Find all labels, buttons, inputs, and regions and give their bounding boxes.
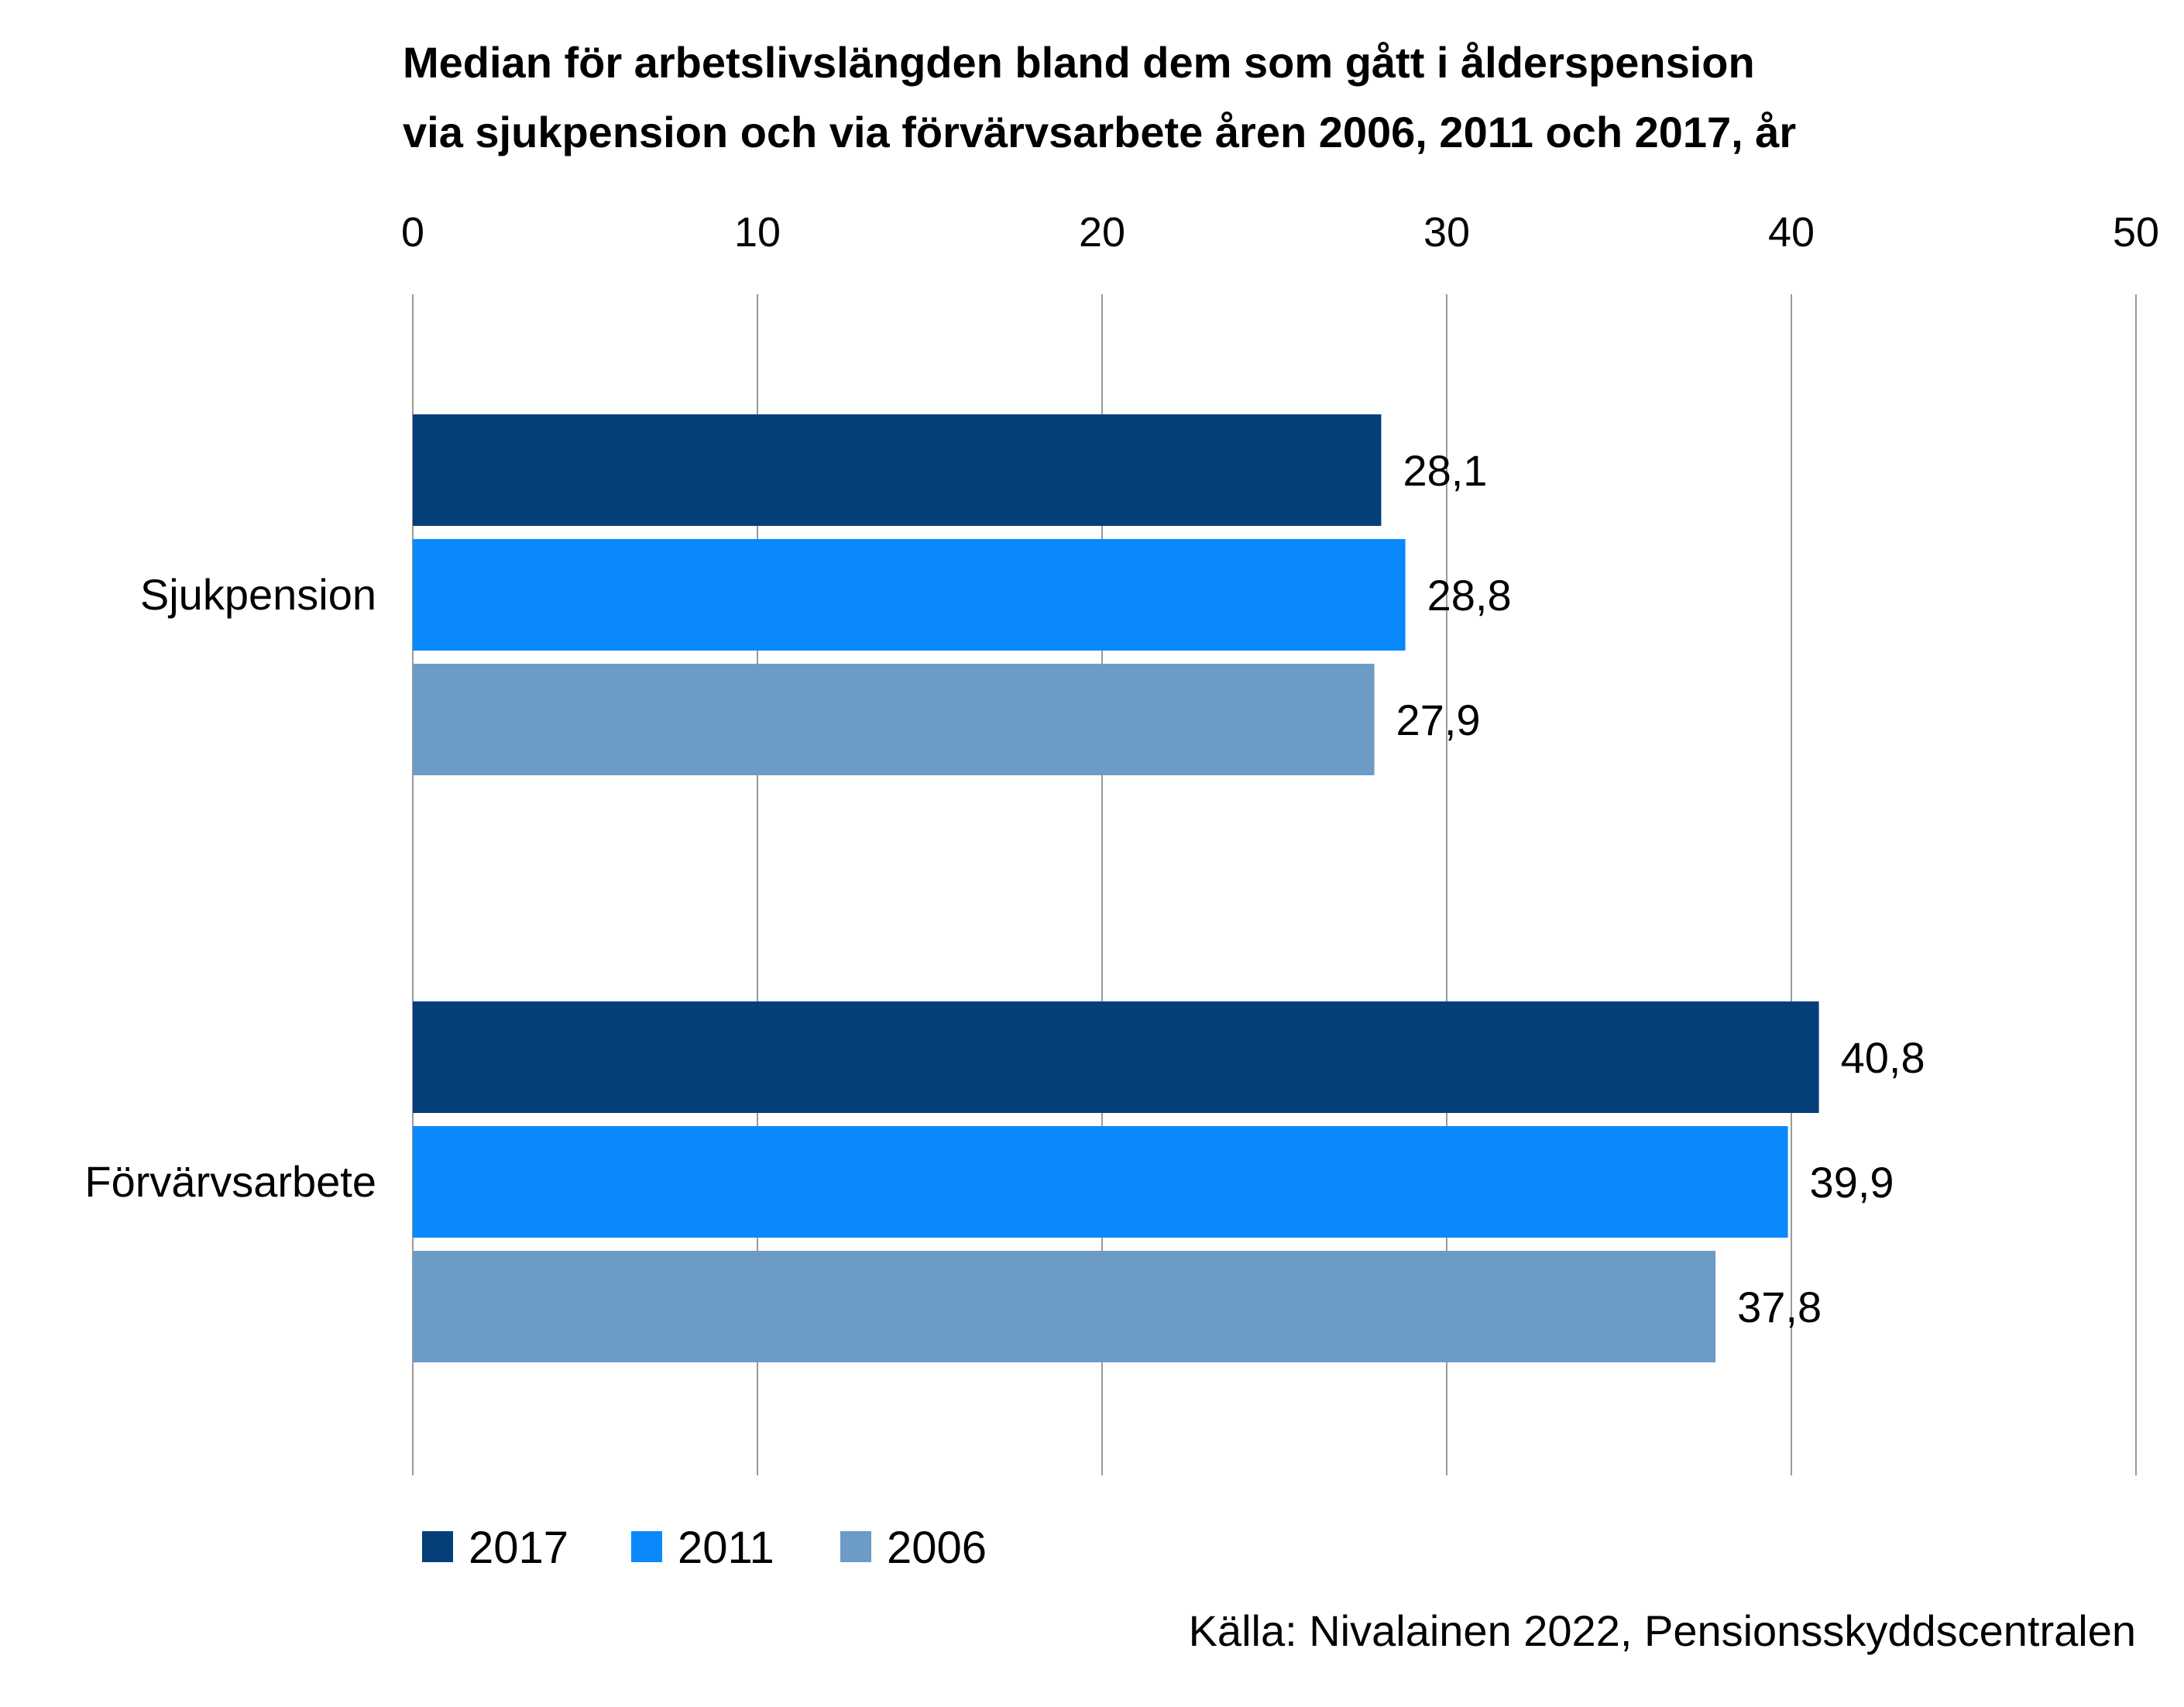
bar-2006-1 [413,1251,1716,1362]
x-axis-tick-labels: 0 10 20 30 40 50 [401,209,2159,256]
data-label-2011-0: 28,8 [1427,571,1512,620]
x-tick-label-20: 20 [1079,209,1125,256]
data-label-2006-1: 37,8 [1737,1283,1822,1331]
x-tick-label-50: 50 [2113,209,2159,256]
bar-2017-1 [413,1001,1819,1113]
data-label-2006-0: 27,9 [1396,696,1481,744]
x-tick-label-0: 0 [401,209,424,256]
legend-swatch-2011 [631,1531,662,1562]
category-label-0: Sjukpension [140,570,376,619]
data-label-2011-1: 39,9 [1810,1158,1894,1207]
x-tick-label-10: 10 [734,209,781,256]
legend-swatch-2017 [422,1531,453,1562]
data-label-2017-1: 40,8 [1841,1033,1925,1082]
legend-swatch-2006 [840,1531,871,1562]
bar-2011-0 [413,539,1406,651]
bars: 28,1 28,8 27,9 40,8 39,9 37,8 [413,414,1925,1362]
bar-2011-1 [413,1126,1788,1238]
legend-label-2006: 2006 [887,1523,987,1573]
bar-2017-0 [413,414,1382,526]
legend: 2017 2011 2006 [422,1523,987,1573]
category-label-1: Förvärvsarbete [84,1157,376,1206]
category-labels: Sjukpension Förvärvsarbete [84,570,376,1206]
x-tick-label-40: 40 [1768,209,1815,256]
legend-label-2011: 2011 [678,1523,774,1573]
chart-title-line-2: via sjukpension och via förvärvsarbete å… [403,108,1796,156]
legend-label-2017: 2017 [469,1523,568,1573]
chart-title-line-1: Median för arbetslivslängden bland dem s… [403,38,1755,87]
bar-2006-0 [413,664,1375,775]
x-tick-label-30: 30 [1423,209,1470,256]
data-label-2017-0: 28,1 [1403,446,1487,495]
source-note: Källa: Nivalainen 2022, Pensionsskyddsce… [1189,1606,2136,1655]
